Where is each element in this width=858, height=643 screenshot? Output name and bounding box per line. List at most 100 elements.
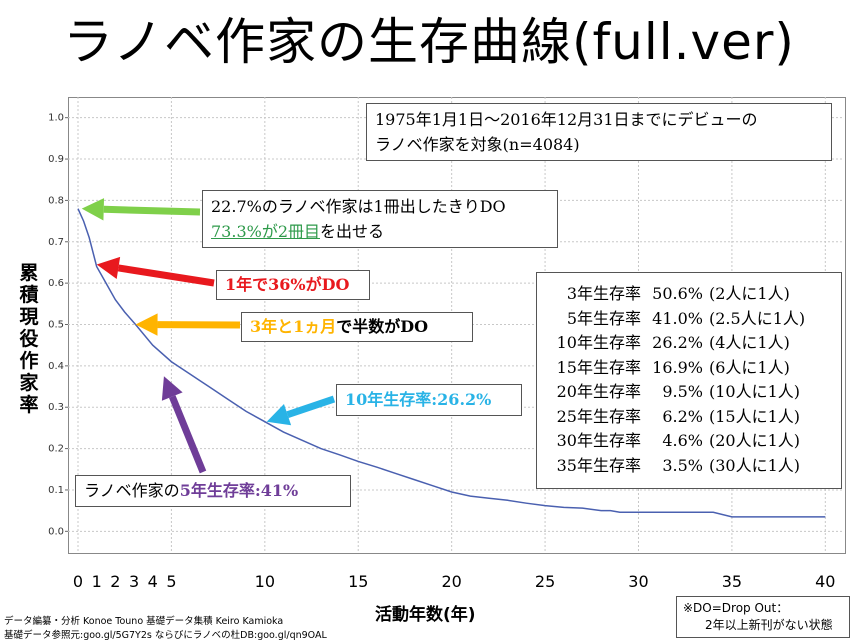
one-year-annotation: 1年で36%がDO [216, 270, 370, 300]
half-do-text: で半数がDO [336, 317, 429, 336]
red-arrow [96, 256, 215, 287]
purple-arrow-shaft [169, 395, 207, 474]
x-tick-label: 10 [255, 572, 275, 591]
y-tick-label: 0.3 [48, 402, 64, 413]
survival-label: 35年生存率 [556, 455, 641, 475]
y-tick-label: 0.7 [48, 237, 64, 248]
y-axis-label-char: 作 [19, 350, 39, 372]
survival-table-row: 3年生存率 50.6% (2人に1人) [549, 282, 841, 307]
dataset-info-line2: ラノベ作家を対象(n=4084) [375, 135, 580, 154]
survival-note: (20人に1人) [709, 431, 801, 450]
x-tick-label: 20 [441, 572, 461, 591]
x-tick-label: 2 [110, 572, 120, 591]
credit-line2: 基礎データ参照元:goo.gl/5G7Y2s ならびにラノベの杜DB:goo.g… [4, 630, 327, 641]
survival-label: 25年生存率 [556, 406, 641, 426]
ten-year-annotation: 10年生存率:26.2% [336, 384, 522, 416]
y-tick-label: 0.0 [48, 526, 64, 537]
x-tick-label: 40 [815, 572, 835, 591]
yellow-arrow [135, 313, 241, 336]
x-tick-label: 35 [722, 572, 742, 591]
green-arrow-head [81, 198, 105, 221]
x-tick-label: 0 [73, 572, 83, 591]
dataset-info-box: 1975年1月1日～2016年12月31日までにデビューの ラノベ作家を対象(n… [366, 103, 832, 161]
survival-note: (2.5人に1人) [709, 308, 806, 328]
survival-value: 9.5% [662, 382, 703, 401]
dropout-note-line2: 2年以上新刊がない状態 [705, 618, 833, 632]
survival-note: (2人に1人) [709, 284, 790, 303]
credit-line1: データ編纂・分析 Konoe Touno 基礎データ集積 Keiro Kamio… [4, 616, 284, 627]
survival-label: 15年生存率 [556, 357, 641, 377]
survival-rate-table: 3年生存率 50.6% (2人に1人) 5年生存率 41.0% (2.5人に1人) 10年生… [536, 272, 842, 489]
y-tick-label: 0.9 [48, 154, 64, 165]
survival-table-row: 15年生存率 16.9% (6人に1人) [549, 356, 841, 381]
second-book-link: 73.3%が2冊目 [211, 222, 321, 241]
x-axis-label: 活動年数(年) [375, 605, 476, 625]
half-annotation: 3年と1ヵ月で半数がDO [241, 312, 473, 342]
purple-arrow [161, 376, 207, 474]
survival-table-row: 30年生存率 4.6% (20人に1人) [549, 429, 841, 454]
y-axis-label-char: 家 [19, 372, 39, 394]
y-axis-label-char: 率 [19, 394, 39, 416]
survival-curve [77, 208, 826, 518]
green-arrow-shaft [103, 205, 201, 216]
x-tick-label: 5 [166, 572, 176, 591]
survival-value: 4.6% [662, 431, 703, 450]
y-axis-label-char: 役 [19, 328, 39, 350]
y-axis-label: 累積現役作家率 [16, 262, 42, 416]
survival-table-row: 25年生存率 6.2% (15人に1人) [549, 405, 841, 430]
cyan-arrow-shaft [286, 395, 336, 418]
survival-label: 20年生存率 [556, 382, 641, 401]
y-tick-label: 0.2 [48, 444, 64, 455]
one-year-text: 1年で36%がDO [225, 275, 350, 294]
page-title: ラノベ作家の生存曲線(full.ver) [63, 13, 795, 71]
survival-note: (4人に1人) [709, 333, 790, 352]
one-book-annotation: 22.7%のラノベ作家は1冊出したきりDO 73.3%が2冊目を出せる [202, 190, 558, 248]
y-tick-label: 0.5 [48, 320, 64, 331]
survival-label: 3年生存率 [566, 284, 641, 303]
five-year-prefix: ラノベ作家の [84, 481, 180, 500]
survival-value: 26.2% [652, 333, 703, 352]
y-tick-label: 0.4 [48, 361, 64, 372]
survival-value: 6.2% [662, 406, 703, 426]
cyan-arrow-head [266, 404, 292, 426]
y-tick-label: 0.6 [48, 278, 64, 289]
survival-value: 3.5% [662, 455, 703, 475]
one-book-line1: 22.7%のラノベ作家は1冊出したきりDO [211, 197, 506, 216]
survival-table-row: 20年生存率 9.5% (10人に1人) [549, 380, 841, 405]
x-tick-label: 4 [148, 572, 158, 591]
survival-value: 50.6% [652, 284, 703, 303]
survival-label: 30年生存率 [556, 431, 641, 450]
survival-table-row: 10年生存率 26.2% (4人に1人) [549, 331, 841, 356]
dataset-info-line1: 1975年1月1日～2016年12月31日までにデビューの [375, 110, 758, 129]
survival-value: 16.9% [652, 357, 703, 377]
x-tick-label: 1 [92, 572, 102, 591]
second-book-suffix: を出せる [320, 222, 385, 241]
yellow-arrow-head [135, 313, 158, 336]
y-tick-label: 0.8 [48, 195, 64, 206]
ten-year-text: 10年生存率:26.2% [345, 390, 492, 409]
five-year-annotation: ラノベ作家の5年生存率:41% [75, 475, 351, 507]
red-arrow-head [96, 256, 121, 280]
x-tick-label: 15 [348, 572, 368, 591]
survival-note: (30人に1人) [709, 455, 801, 475]
purple-arrow-head [161, 376, 183, 401]
x-tick-label: 3 [129, 572, 139, 591]
five-year-text: 5年生存率:41% [179, 481, 299, 500]
y-tick-label: 0.1 [48, 485, 64, 496]
half-time-text: 3年と1ヵ月 [250, 317, 337, 336]
dropout-note-line1: ※DO=Drop Out： [683, 601, 789, 615]
x-tick-label: 25 [535, 572, 555, 591]
green-arrow [81, 198, 201, 221]
survival-label: 10年生存率 [556, 333, 641, 352]
y-tick-label: 1.0 [48, 113, 64, 124]
survival-note: (6人に1人) [709, 357, 790, 377]
cyan-arrow [266, 395, 336, 426]
y-axis-label-char: 累 [19, 262, 39, 284]
survival-table-row: 5年生存率 41.0% (2.5人に1人) [549, 307, 841, 332]
survival-value: 41.0% [652, 308, 703, 328]
survival-table-row: 35年生存率 3.5% (30人に1人) [549, 454, 841, 479]
red-arrow-shaft [117, 264, 215, 287]
y-axis-label-char: 積 [19, 284, 39, 306]
y-axis-label-char: 現 [19, 306, 39, 328]
dropout-note: ※DO=Drop Out： 2年以上新刊がない状態 [676, 596, 850, 638]
